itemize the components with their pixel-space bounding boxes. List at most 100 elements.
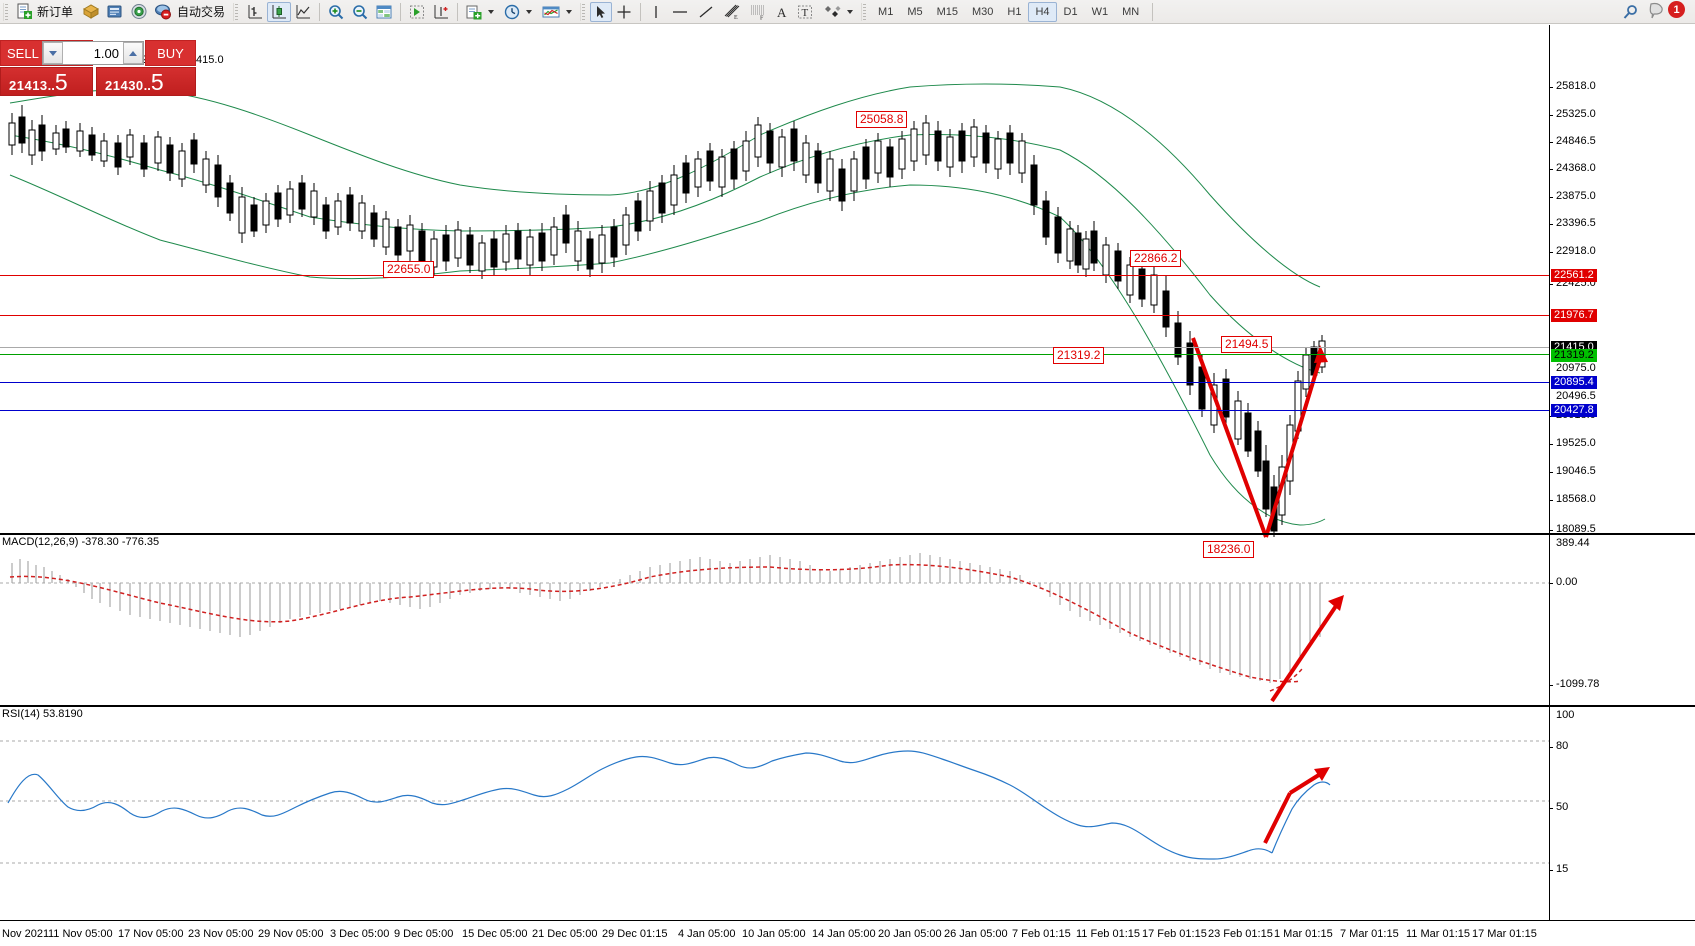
time-tick: 14 Jan 05:00 <box>812 928 876 940</box>
vertical-line-icon[interactable] <box>645 2 667 22</box>
macd-axis-tick-zero: 0.00 <box>1556 576 1578 588</box>
volume-input-group[interactable]: 1.00 <box>42 41 144 65</box>
sell-price-display[interactable]: 21413 .. 5 <box>0 67 93 96</box>
price-tick: 25818.0 <box>1556 80 1596 92</box>
one-click-trading-panel[interactable]: SELL 1.00 BUY 21413 .. 5 21430 .. 5 <box>0 40 196 96</box>
price-badge-20427: 20427.8 <box>1551 404 1597 417</box>
buy-button[interactable]: BUY <box>145 40 196 66</box>
chart-flag-22655: 22655.0 <box>383 261 435 278</box>
timeframe-w1[interactable]: W1 <box>1091 5 1109 18</box>
buy-price-dot: .. <box>143 78 151 93</box>
news-icon[interactable] <box>103 2 127 22</box>
cursor-icon[interactable] <box>590 1 613 22</box>
price-badge-20895: 20895.4 <box>1551 376 1597 389</box>
crosshair-icon[interactable] <box>612 2 636 22</box>
zoom-out-icon[interactable] <box>348 2 372 22</box>
main-toolbar: 新订单 自动交易 <box>0 0 1695 24</box>
sell-price-decimal: 5 <box>54 69 68 95</box>
sell-price-integer: 21413 <box>9 78 48 93</box>
timeframe-m30[interactable]: M30 <box>972 5 994 18</box>
time-tick: 11 Feb 01:15 <box>1076 928 1141 940</box>
price-tick: 19525.0 <box>1556 437 1596 449</box>
templates-icon[interactable] <box>538 2 564 22</box>
toolbar-grip-2[interactable] <box>233 2 241 21</box>
time-axis-divider <box>0 920 1695 921</box>
timeframe-m5[interactable]: M5 <box>907 5 923 18</box>
templates-dropdown-caret[interactable] <box>566 9 573 14</box>
svg-text:F: F <box>760 16 764 21</box>
auto-scroll-icon[interactable] <box>405 2 429 22</box>
equidistant-channel-icon[interactable]: E <box>719 2 745 22</box>
alert-icon[interactable]: 1 <box>1647 1 1687 23</box>
time-tick: 29 Dec 01:15 <box>602 928 668 940</box>
volume-increase-button[interactable] <box>123 42 143 64</box>
price-tick: 22918.0 <box>1556 245 1596 257</box>
new-order-icon[interactable] <box>13 2 35 22</box>
new-order-label[interactable]: 新订单 <box>37 5 74 19</box>
timeframe-h4[interactable]: H4 <box>1028 1 1057 22</box>
text-icon[interactable]: A <box>771 2 793 22</box>
period-icon[interactable] <box>500 2 524 22</box>
timeframe-m1[interactable]: M1 <box>878 5 894 18</box>
horizontal-line-icon[interactable] <box>667 2 693 22</box>
price-tick: 19046.5 <box>1556 465 1596 477</box>
macd-axis-tick-top: 389.44 <box>1556 537 1590 549</box>
timeframe-m15[interactable]: M15 <box>936 5 958 18</box>
chart-flag-18236: 18236.0 <box>1203 541 1255 558</box>
search-icon[interactable] <box>1621 4 1639 21</box>
price-tick: 24846.5 <box>1556 135 1596 147</box>
profile-icon[interactable] <box>79 2 103 22</box>
buy-price-display[interactable]: 21430 .. 5 <box>96 67 196 96</box>
price-tick: 20496.5 <box>1556 390 1596 402</box>
time-tick: 7 Mar 01:15 <box>1340 928 1399 940</box>
zoom-in-icon[interactable] <box>324 2 348 22</box>
price-badge-21976: 21976.7 <box>1551 309 1597 322</box>
bar-chart-icon[interactable] <box>243 2 267 22</box>
volume-input[interactable]: 1.00 <box>93 45 119 61</box>
sell-price-dot: .. <box>47 78 55 93</box>
macd-panel-divider <box>0 533 1695 535</box>
toolbar-grip-4[interactable] <box>861 2 869 21</box>
time-tick: 11 Nov 05:00 <box>48 928 113 940</box>
alert-count-badge: 1 <box>1668 1 1685 18</box>
timeframe-h1[interactable]: H1 <box>1007 5 1022 18</box>
signals-icon[interactable] <box>127 2 151 22</box>
indicators-icon[interactable] <box>462 2 486 22</box>
toolbar-grip-3[interactable] <box>580 2 588 21</box>
chart-flag-21494: 21494.5 <box>1221 336 1273 353</box>
candlestick-chart-icon[interactable] <box>267 1 292 22</box>
resistance-line-22561 <box>0 275 1549 276</box>
time-axis[interactable]: Nov 2021 11 Nov 05:00 17 Nov 05:00 23 No… <box>0 922 1695 946</box>
time-tick: 4 Jan 05:00 <box>678 928 736 940</box>
time-tick: 23 Feb 01:15 <box>1208 928 1273 940</box>
time-tick: 15 Dec 05:00 <box>462 928 528 940</box>
toolbar-grip[interactable] <box>3 2 10 21</box>
fibonacci-icon[interactable]: F <box>745 2 771 22</box>
time-tick: 21 Dec 05:00 <box>532 928 598 940</box>
price-tick: 20975.0 <box>1556 362 1596 374</box>
time-tick: 20 Jan 05:00 <box>878 928 942 940</box>
volume-decrease-button[interactable] <box>43 42 63 64</box>
autotrading-label[interactable]: 自动交易 <box>177 5 226 19</box>
chart-shift-icon[interactable] <box>429 2 453 22</box>
price-badge-21319: 21319.2 <box>1551 349 1597 362</box>
line-chart-icon[interactable] <box>291 2 315 22</box>
shapes-icon[interactable] <box>821 2 845 22</box>
timeframe-mn[interactable]: MN <box>1122 5 1140 18</box>
trendline-icon[interactable] <box>693 2 719 22</box>
chart-area[interactable]: HK50-,H4 20995.0 21629.0 20972.0 21415.0 <box>0 25 1695 946</box>
macd-axis-tick-bottom: -1099.78 <box>1556 678 1600 690</box>
timeframe-d1[interactable]: D1 <box>1063 5 1078 18</box>
grid-icon[interactable] <box>372 2 396 22</box>
price-tick: 18568.0 <box>1556 493 1596 505</box>
macd-title: MACD(12,26,9) -378.30 -776.35 <box>2 536 160 548</box>
indicators-dropdown-caret[interactable] <box>488 9 495 14</box>
time-tick: 9 Dec 05:00 <box>394 928 454 940</box>
price-chart-canvas <box>8 83 1328 538</box>
rsi-chart-canvas <box>0 740 1549 864</box>
period-dropdown-caret[interactable] <box>526 9 533 14</box>
text-label-icon[interactable]: T <box>793 2 817 22</box>
svg-text:E: E <box>734 15 738 20</box>
shapes-dropdown-caret[interactable] <box>847 9 854 14</box>
autotrading-icon[interactable] <box>151 2 175 22</box>
